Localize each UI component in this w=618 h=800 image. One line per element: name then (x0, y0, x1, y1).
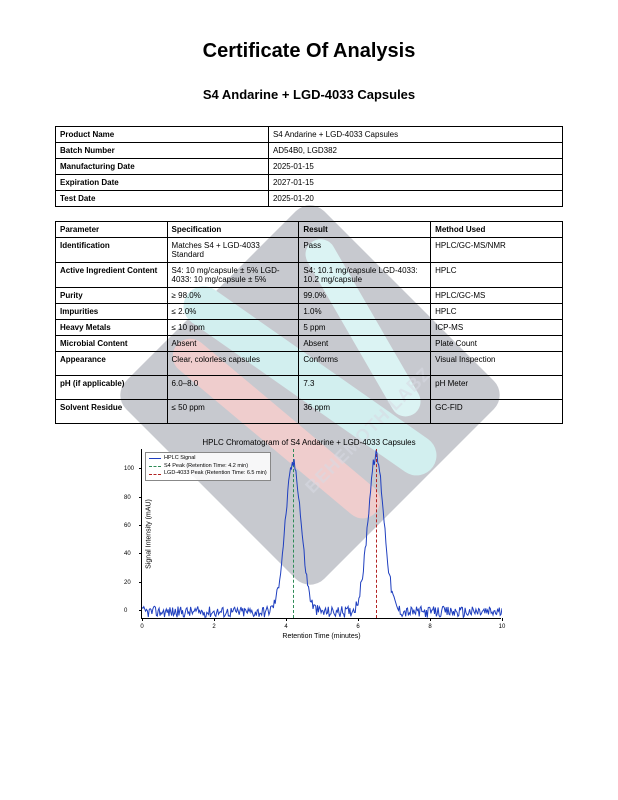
cell-result: 36 ppm (299, 400, 431, 424)
table-row: Test Date2025-01-20 (56, 191, 563, 207)
cell-method: HPLC/GC-MS/NMR (431, 238, 563, 263)
info-value: 2025-01-20 (268, 191, 562, 207)
cell-method: ICP-MS (431, 320, 563, 336)
cell-spec: Clear, colorless capsules (167, 352, 299, 376)
hplc-chart: HPLC Chromatogram of S4 Andarine + LGD-4… (109, 438, 509, 653)
cell-param: Purity (56, 288, 168, 304)
table-row: Impurities≤ 2.0%1.0%HPLC (56, 304, 563, 320)
xtick: 10 (499, 624, 506, 630)
table-header: Specification (167, 222, 299, 238)
cell-result: 5 ppm (299, 320, 431, 336)
ytick: 100 (124, 466, 134, 472)
info-value: S4 Andarine + LGD-4033 Capsules (268, 127, 562, 143)
info-label: Test Date (56, 191, 269, 207)
cell-result: S4: 10.1 mg/capsule LGD-4033: 10.2 mg/ca… (299, 263, 431, 288)
xtick: 6 (356, 624, 359, 630)
chart-title: HPLC Chromatogram of S4 Andarine + LGD-4… (109, 438, 509, 447)
cell-spec: ≤ 2.0% (167, 304, 299, 320)
table-row: Purity≥ 98.0%99.0%HPLC/GC-MS (56, 288, 563, 304)
info-label: Expiration Date (56, 175, 269, 191)
info-table: Product NameS4 Andarine + LGD-4033 Capsu… (55, 126, 563, 207)
ytick: 60 (124, 523, 131, 529)
cell-spec: Absent (167, 336, 299, 352)
cell-method: pH Meter (431, 376, 563, 400)
xtick: 0 (140, 624, 143, 630)
table-header: Parameter (56, 222, 168, 238)
table-row: Solvent Residue≤ 50 ppm36 ppmGC-FID (56, 400, 563, 424)
spec-table: ParameterSpecificationResultMethod UsedI… (55, 221, 563, 424)
table-row: pH (if applicable)6.0–8.07.3pH Meter (56, 376, 563, 400)
cell-param: Microbial Content (56, 336, 168, 352)
cell-spec: 6.0–8.0 (167, 376, 299, 400)
page-title: Certificate Of Analysis (55, 40, 563, 63)
table-row: Batch NumberAD54B0, LGD382 (56, 143, 563, 159)
ytick: 80 (124, 495, 131, 501)
cell-spec: Matches S4 + LGD-4033 Standard (167, 238, 299, 263)
table-row: Manufacturing Date2025-01-15 (56, 159, 563, 175)
cell-param: Active Ingredient Content (56, 263, 168, 288)
table-row: Product NameS4 Andarine + LGD-4033 Capsu… (56, 127, 563, 143)
info-value: 2025-01-15 (268, 159, 562, 175)
cell-result: 7.3 (299, 376, 431, 400)
cell-param: Heavy Metals (56, 320, 168, 336)
cell-param: Solvent Residue (56, 400, 168, 424)
table-row: Microbial ContentAbsentAbsentPlate Count (56, 336, 563, 352)
table-row: Expiration Date2027-01-15 (56, 175, 563, 191)
cell-spec: ≥ 98.0% (167, 288, 299, 304)
table-header: Method Used (431, 222, 563, 238)
cell-method: HPLC (431, 263, 563, 288)
info-label: Batch Number (56, 143, 269, 159)
ytick: 40 (124, 551, 131, 557)
info-label: Product Name (56, 127, 269, 143)
xtick: 4 (284, 624, 287, 630)
ytick: 0 (124, 608, 127, 614)
cell-method: Visual Inspection (431, 352, 563, 376)
chart-plot-area: Signal Intensity (mAU) Retention Time (m… (141, 449, 501, 619)
cell-result: Pass (299, 238, 431, 263)
info-value: AD54B0, LGD382 (268, 143, 562, 159)
xtick: 2 (212, 624, 215, 630)
ytick: 20 (124, 580, 131, 586)
cell-spec: S4: 10 mg/capsule ± 5% LGD-4033: 10 mg/c… (167, 263, 299, 288)
cell-method: HPLC/GC-MS (431, 288, 563, 304)
table-header-row: ParameterSpecificationResultMethod Used (56, 222, 563, 238)
table-row: Active Ingredient ContentS4: 10 mg/capsu… (56, 263, 563, 288)
table-row: AppearanceClear, colorless capsulesConfo… (56, 352, 563, 376)
cell-spec: ≤ 50 ppm (167, 400, 299, 424)
cell-result: Absent (299, 336, 431, 352)
info-value: 2027-01-15 (268, 175, 562, 191)
cell-param: Identification (56, 238, 168, 263)
cell-param: Impurities (56, 304, 168, 320)
cell-method: HPLC (431, 304, 563, 320)
cell-spec: ≤ 10 ppm (167, 320, 299, 336)
info-label: Manufacturing Date (56, 159, 269, 175)
cell-result: Conforms (299, 352, 431, 376)
chart-xlabel: Retention Time (minutes) (282, 633, 360, 640)
cell-method: GC-FID (431, 400, 563, 424)
table-row: IdentificationMatches S4 + LGD-4033 Stan… (56, 238, 563, 263)
page-subtitle: S4 Andarine + LGD-4033 Capsules (55, 87, 563, 102)
xtick: 8 (428, 624, 431, 630)
cell-result: 99.0% (299, 288, 431, 304)
cell-param: pH (if applicable) (56, 376, 168, 400)
table-row: Heavy Metals≤ 10 ppm5 ppmICP-MS (56, 320, 563, 336)
cell-param: Appearance (56, 352, 168, 376)
chart-signal-line (142, 449, 502, 619)
table-header: Result (299, 222, 431, 238)
cell-method: Plate Count (431, 336, 563, 352)
cell-result: 1.0% (299, 304, 431, 320)
